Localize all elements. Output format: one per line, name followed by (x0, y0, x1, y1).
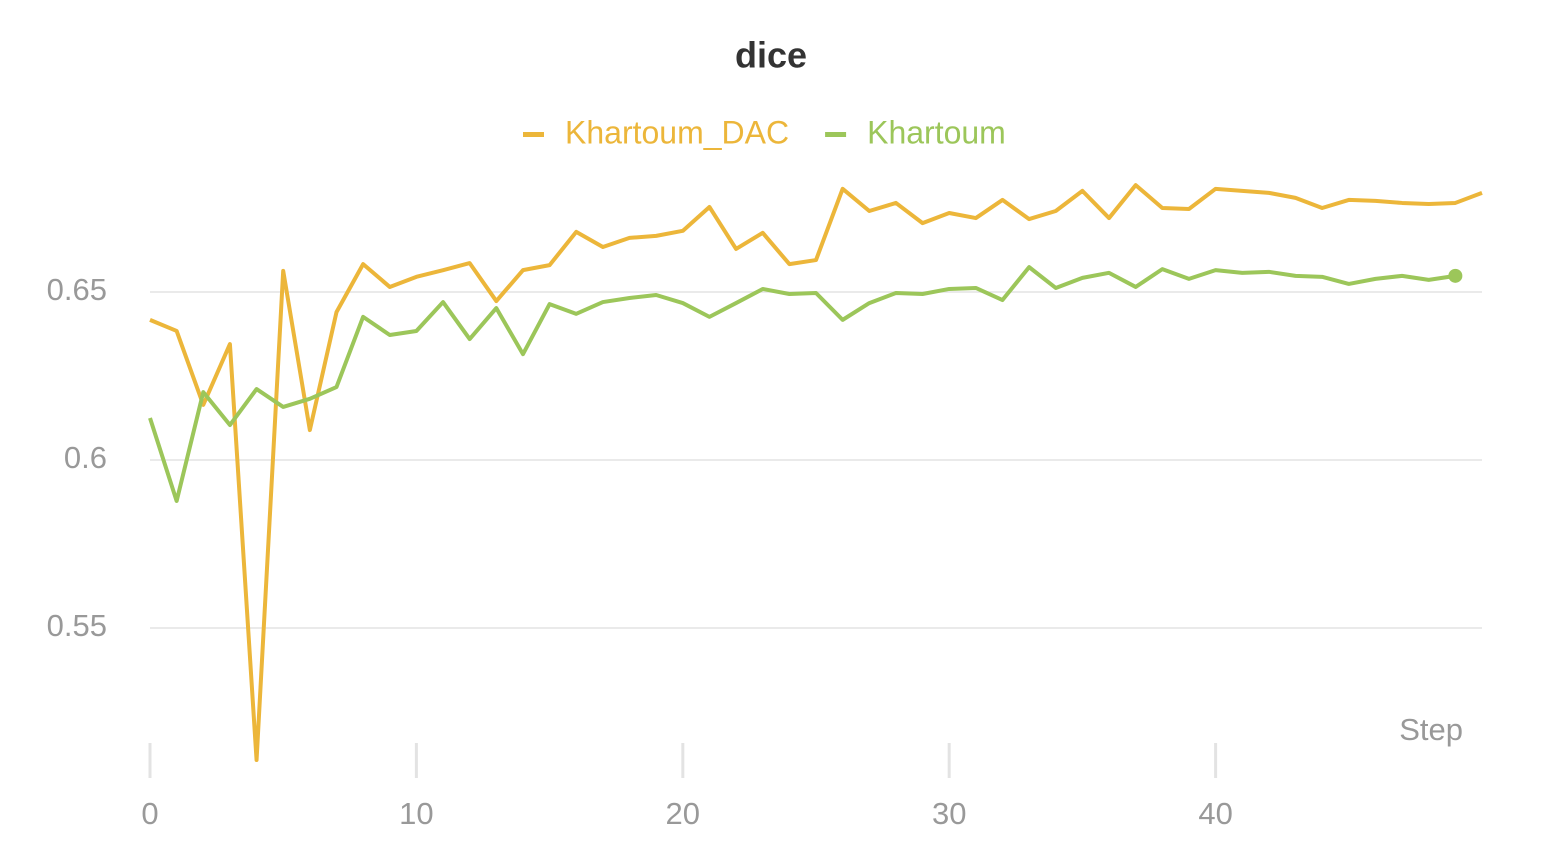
chart-title: dice (735, 35, 807, 76)
x-tick-label: 10 (399, 796, 433, 831)
legend-swatch (523, 132, 544, 137)
legend-label: Khartoum_DAC (565, 114, 789, 150)
y-tick-label: 0.65 (47, 272, 107, 307)
x-tick-label: 0 (141, 796, 158, 831)
y-tick-label: 0.6 (64, 440, 107, 475)
x-axis-label: Step (1399, 712, 1463, 747)
series-line (148, 265, 1456, 503)
legend-label: Khartoum (867, 114, 1006, 150)
y-tick-label: 0.55 (47, 608, 107, 643)
last-point (1448, 268, 1463, 283)
legend-swatch (825, 132, 847, 137)
x-tick-label: 30 (932, 796, 966, 831)
series-line (149, 183, 1483, 763)
x-tick-label: 20 (666, 796, 700, 831)
x-tick-label: 40 (1198, 796, 1232, 831)
